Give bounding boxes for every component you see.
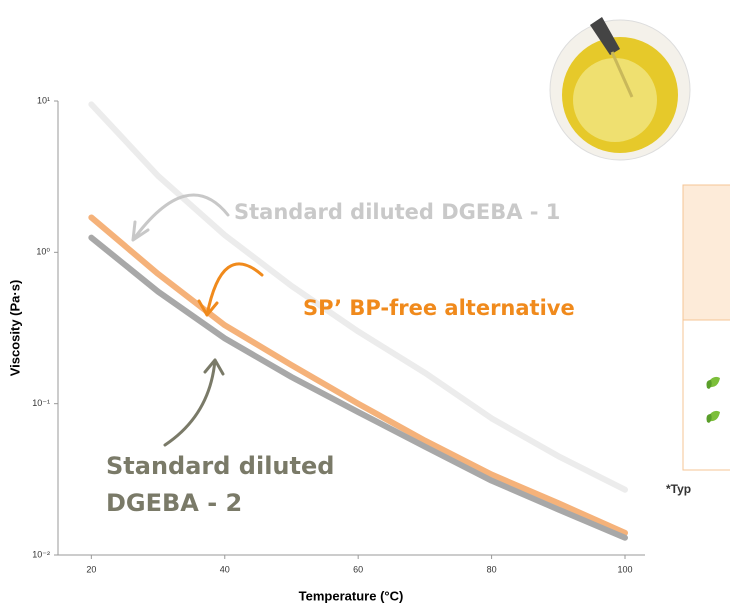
annotation: SP’ BP-free alternative <box>303 296 575 320</box>
series-line <box>88 234 628 541</box>
leaf-icons <box>706 376 720 423</box>
x-tick-label: 60 <box>353 564 363 574</box>
x-tick-label: 100 <box>617 564 632 574</box>
x-tick-label: 80 <box>487 564 497 574</box>
y-axis-label: Viscosity (Pa·s) <box>7 280 22 377</box>
arrows <box>131 193 264 447</box>
series-line <box>88 214 628 536</box>
panel-body <box>682 319 730 471</box>
photo <box>549 17 691 161</box>
y-tick-label: 10⁻² <box>32 549 50 559</box>
x-axis-label: Temperature (°C) <box>299 588 404 603</box>
x-tick-label: 40 <box>220 564 230 574</box>
x-tick-label: 20 <box>86 564 96 574</box>
y-tick-label: 10¹ <box>37 95 50 105</box>
annotation: Standard diluted DGEBA - 2 <box>106 452 335 517</box>
series-line <box>88 101 628 493</box>
y-tick-label: 10⁰ <box>36 247 50 257</box>
annotation: Standard diluted DGEBA - 1 <box>234 200 561 224</box>
footnote: *Typ <box>666 482 691 496</box>
y-tick-label: 10⁻¹ <box>32 398 50 408</box>
panel-header <box>682 184 730 321</box>
